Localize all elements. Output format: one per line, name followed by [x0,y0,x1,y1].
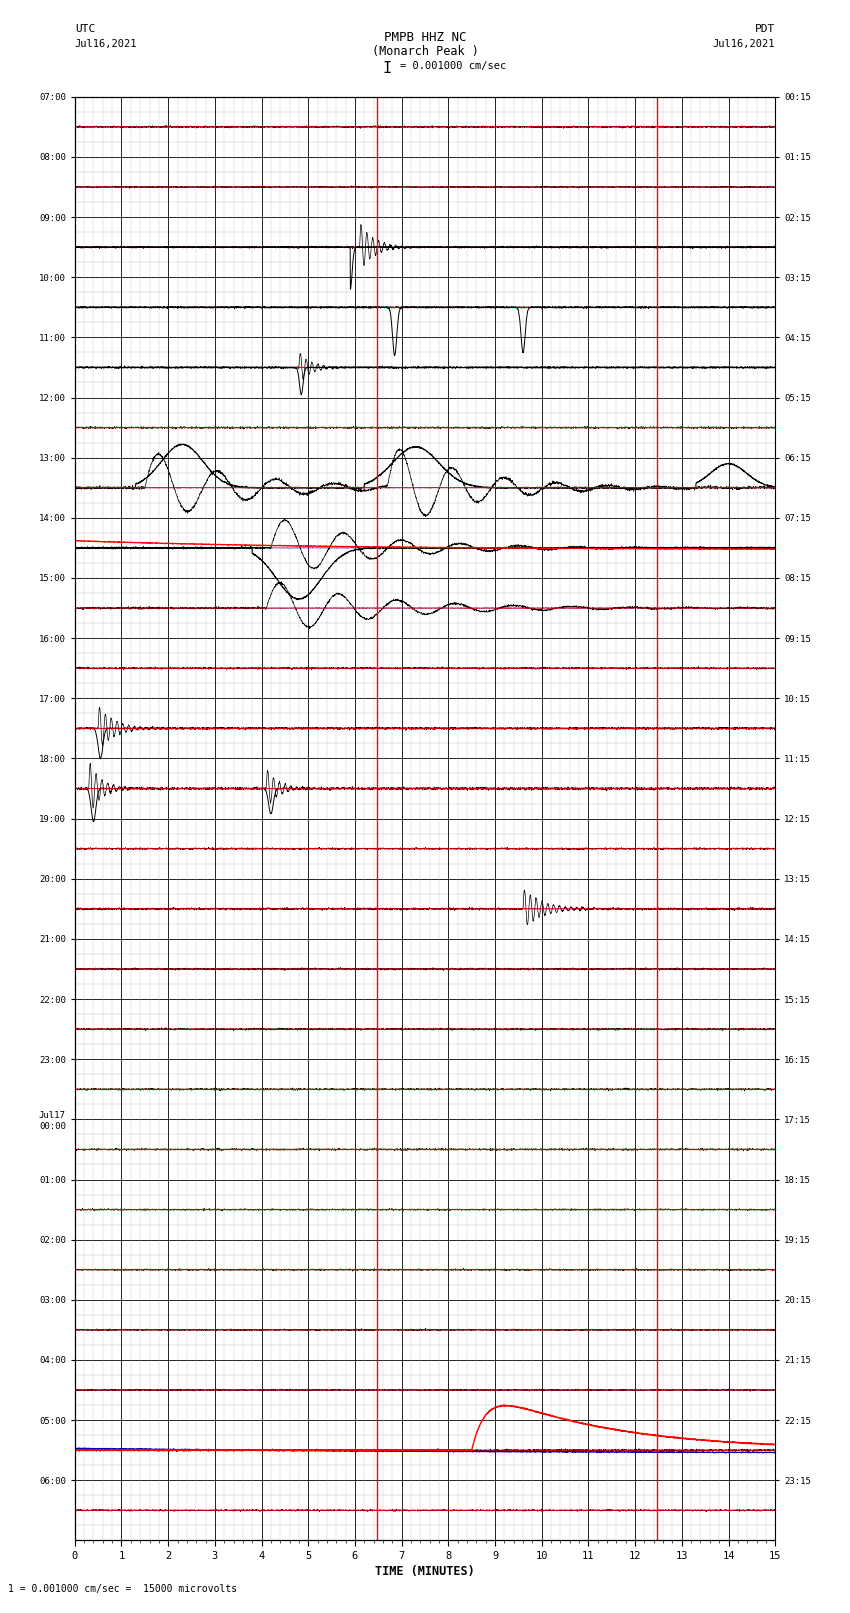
Text: UTC: UTC [75,24,95,34]
Text: 1 = 0.001000 cm/sec =  15000 microvolts: 1 = 0.001000 cm/sec = 15000 microvolts [8,1584,238,1594]
Text: (Monarch Peak ): (Monarch Peak ) [371,45,479,58]
Text: PMPB HHZ NC: PMPB HHZ NC [383,31,467,44]
Text: PDT: PDT [755,24,775,34]
Text: I: I [382,61,391,76]
Text: = 0.001000 cm/sec: = 0.001000 cm/sec [400,61,506,71]
X-axis label: TIME (MINUTES): TIME (MINUTES) [375,1565,475,1578]
Text: Jul16,2021: Jul16,2021 [712,39,775,48]
Text: Jul16,2021: Jul16,2021 [75,39,138,48]
